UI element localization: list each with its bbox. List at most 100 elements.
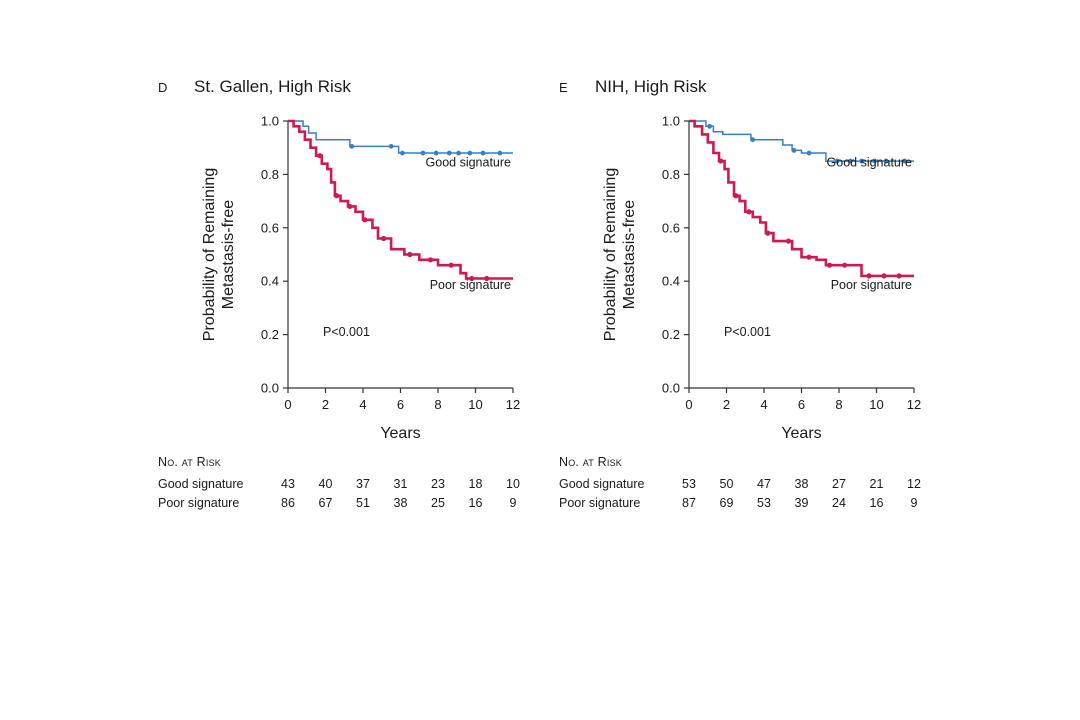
censor-mark-poor [881, 273, 887, 279]
censor-mark-good [446, 150, 452, 156]
risk-count: 53 [757, 496, 771, 510]
censor-mark-good [433, 150, 439, 156]
censor-mark-poor [718, 158, 724, 164]
risk-count: 23 [431, 477, 445, 491]
censor-mark-poor [733, 193, 739, 199]
x-tick-label: 6 [798, 397, 805, 412]
y-axis-title: Probability of Remaining [602, 168, 619, 341]
risk-count: 40 [318, 477, 333, 491]
y-tick-label: 0.2 [662, 327, 680, 342]
risk-row: Poor signature 87 69 53 39 24 16 9 [559, 496, 917, 515]
censor-mark-good [847, 158, 853, 164]
censor-mark-good [420, 150, 426, 156]
censor-mark-poor [827, 262, 833, 268]
series-line-good [689, 120, 914, 162]
y-tick-label: 1.0 [662, 114, 680, 129]
p-value: P<0.001 [724, 325, 771, 339]
x-tick-label: 2 [723, 397, 730, 412]
risk-row-label: Poor signature [158, 496, 240, 510]
censor-mark-poor [866, 273, 872, 279]
censor-mark-poor [896, 273, 902, 279]
risk-row-label: Good signature [158, 477, 244, 491]
risk-count: 16 [468, 496, 483, 510]
panel-d: D St. Gallen, High Risk 0.0 0.2 0.4 0.6 0.8 1… [150, 0, 610, 540]
risk-table-header: No. at Risk [559, 455, 623, 469]
y-tick-label: 0.8 [261, 167, 279, 182]
risk-count: 38 [794, 477, 809, 491]
risk-count: 10 [506, 477, 520, 491]
censor-mark-good [480, 150, 486, 156]
series-line-poor [689, 119, 914, 278]
risk-count: 24 [832, 496, 846, 510]
x-tick-label: 8 [835, 397, 842, 412]
y-tick-label: 0.4 [662, 274, 680, 289]
censor-mark-good [834, 158, 840, 164]
chart-title: NIH, High Risk [595, 77, 707, 96]
x-tick-label: 6 [397, 397, 404, 412]
y-tick-label: 0.6 [662, 220, 680, 235]
x-tick-label: 2 [322, 397, 329, 412]
censor-mark-good [859, 158, 864, 164]
risk-row-label: Good signature [559, 477, 645, 491]
censor-mark-good [388, 143, 394, 149]
censor-mark-poor [427, 257, 434, 263]
panel-e: E NIH, High Risk 0.0 0.2 0.4 0.6 0.8 1.0 0 2 4 6 8… [551, 0, 1011, 540]
risk-table-header: No. at Risk [158, 455, 222, 469]
panel-letter: E [559, 80, 568, 95]
x-axis-title: Years [781, 425, 821, 442]
y-tick-label: 0.8 [662, 167, 680, 182]
risk-count: 12 [907, 477, 921, 491]
risk-count: 9 [509, 496, 517, 510]
risk-count: 25 [431, 496, 445, 510]
x-tick-label: 10 [869, 397, 883, 412]
censor-mark-good [497, 150, 503, 156]
risk-count: 53 [682, 477, 696, 491]
risk-row: Good signature 43 40 37 31 23 18 10 [158, 477, 520, 496]
km-chart: 0.0 0.2 0.4 0.6 0.8 1.0 0 2 4 6 8 10 12 Years Probabil… [602, 114, 921, 443]
censor-mark-good [806, 150, 812, 156]
censor-mark-poor [407, 251, 413, 258]
risk-count: 31 [393, 477, 408, 491]
series-line-good [288, 120, 513, 154]
risk-count: 27 [832, 477, 846, 491]
risk-count: 16 [869, 496, 884, 510]
y-tick-label: 1.0 [261, 114, 279, 129]
risk-count: 51 [356, 496, 370, 510]
x-tick-label: 12 [907, 397, 921, 412]
censor-mark-good [883, 158, 889, 164]
censor-mark-good [902, 158, 908, 164]
risk-row: Good signature 53 50 47 38 27 21 12 [559, 477, 921, 496]
y-tick-label: 0.6 [261, 220, 279, 235]
risk-table: No. at Risk Good signature 53 50 47 38 27 21 12… [559, 455, 921, 515]
censor-mark-poor [746, 209, 752, 215]
series-label-poor: Poor signature [430, 278, 511, 292]
risk-count: 69 [719, 496, 734, 510]
censor-mark-poor [317, 153, 323, 159]
x-tick-label: 10 [468, 397, 482, 412]
x-tick-label: 8 [434, 397, 441, 412]
risk-row: Poor signature 86 67 51 38 25 16 9 [158, 496, 516, 515]
x-tick-label: 0 [284, 397, 291, 412]
risk-count: 38 [393, 496, 408, 510]
censor-mark-poor [347, 203, 353, 210]
censor-mark-good [467, 150, 473, 156]
y-tick-label: 0.4 [261, 274, 279, 289]
censor-mark-poor [765, 230, 771, 236]
km-chart: 0.0 0.2 0.4 0.6 0.8 1.0 0 2 4 6 8 10 12 Years Probabil… [201, 114, 520, 443]
x-tick-label: 4 [359, 397, 366, 412]
y-axis-title: Probability of Remaining [201, 168, 218, 341]
risk-row-label: Poor signature [559, 496, 641, 510]
risk-count: 47 [757, 477, 771, 491]
x-tick-label: 12 [506, 397, 520, 412]
censor-mark-poor [484, 275, 490, 282]
risk-table: No. at Risk Good signature 43 40 37 31 23 18 10… [158, 455, 520, 515]
censor-mark-good [750, 137, 756, 143]
censor-mark-good [456, 150, 462, 156]
y-axis-title: Metastasis-free [621, 200, 638, 309]
risk-count: 67 [318, 496, 333, 510]
y-axis-title: Metastasis-free [220, 200, 237, 309]
censor-mark-poor [448, 262, 454, 268]
y-tick-label: 0.0 [662, 381, 680, 396]
risk-count: 21 [869, 477, 884, 491]
y-tick-label: 0.0 [261, 381, 279, 396]
